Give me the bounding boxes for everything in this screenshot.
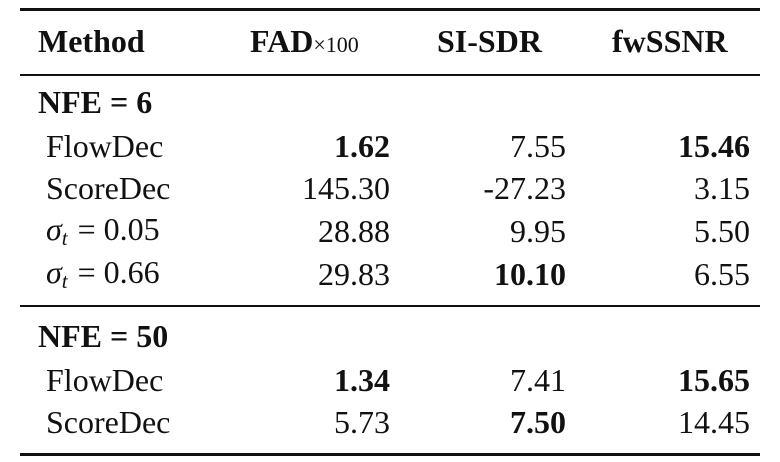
math-rel: = 0.05 <box>77 211 160 247</box>
header-sisdr: SI-SDR <box>437 23 542 59</box>
cell: -27.23 <box>483 170 566 206</box>
cell: 7.55 <box>510 128 566 164</box>
math-var: σ <box>46 211 62 247</box>
cell: 10.10 <box>494 256 566 292</box>
bottom-rule <box>20 453 760 456</box>
cell: 15.65 <box>678 362 750 398</box>
cell: 5.73 <box>334 404 390 440</box>
method: FlowDec <box>46 128 164 164</box>
method: ScoreDec <box>46 170 171 206</box>
header-fad: FAD×100 <box>250 25 359 57</box>
header-fwssnr: fwSSNR <box>612 23 728 59</box>
cell: 5.50 <box>694 213 750 249</box>
cell: 6.55 <box>694 256 750 292</box>
method: ScoreDec <box>46 404 171 440</box>
cell: 3.15 <box>694 170 750 206</box>
header-fad-scale: ×100 <box>313 32 359 57</box>
cell: 145.30 <box>302 170 390 206</box>
group-label: NFE = 50 <box>38 318 169 354</box>
cell: 1.34 <box>334 362 390 398</box>
header-fad-text: FAD <box>250 23 314 59</box>
cell: 29.83 <box>318 256 390 292</box>
math-sub: t <box>61 226 68 250</box>
method-math: σt = 0.66 <box>46 256 160 292</box>
cell: 9.95 <box>510 213 566 249</box>
math-sub: t <box>61 269 68 293</box>
method: FlowDec <box>46 362 164 398</box>
group-rule <box>20 305 760 307</box>
cell: 7.41 <box>510 362 566 398</box>
cell: 15.46 <box>678 128 750 164</box>
math-rel: = 0.66 <box>77 254 160 290</box>
cell: 14.45 <box>678 404 750 440</box>
cell: 1.62 <box>334 128 390 164</box>
cell: 28.88 <box>318 213 390 249</box>
header-method: Method <box>38 23 145 59</box>
math-var: σ <box>46 254 62 290</box>
cell: 7.50 <box>510 404 566 440</box>
header-rule <box>20 74 760 76</box>
method-math: σt = 0.05 <box>46 213 160 249</box>
top-rule <box>20 8 760 11</box>
group-label: NFE = 6 <box>38 84 153 120</box>
